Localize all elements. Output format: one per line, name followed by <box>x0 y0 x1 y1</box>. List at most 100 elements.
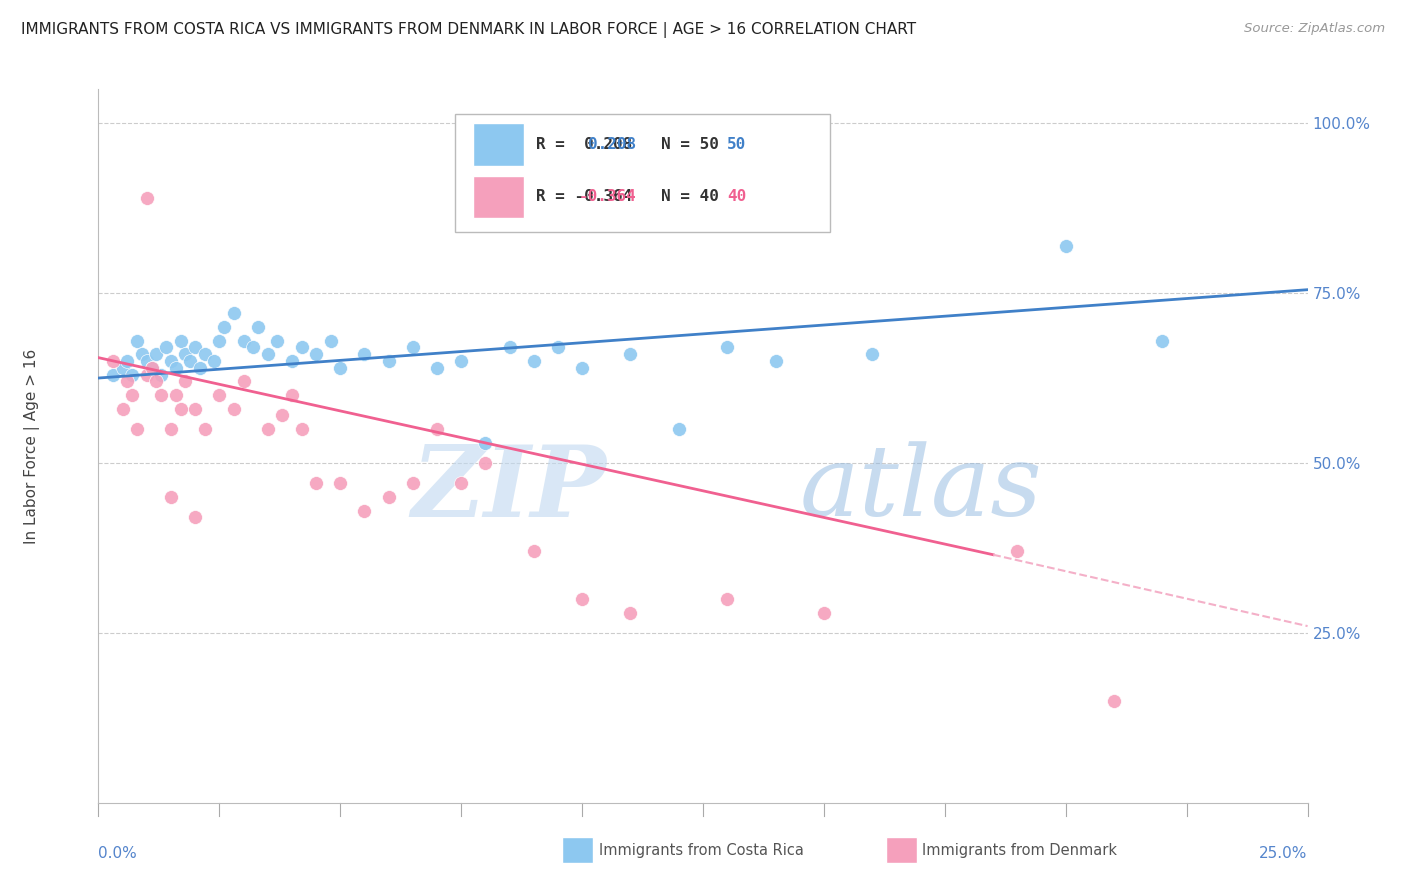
Point <box>145 375 167 389</box>
Text: 40: 40 <box>727 189 747 203</box>
Text: 50: 50 <box>727 137 747 153</box>
Point <box>716 341 738 355</box>
Point <box>222 306 245 320</box>
Text: In Labor Force | Age > 16: In Labor Force | Age > 16 <box>24 349 39 543</box>
Point <box>135 354 157 368</box>
Point <box>765 354 787 368</box>
Point <box>179 354 201 368</box>
Point <box>547 341 569 355</box>
Point <box>860 347 883 361</box>
Point <box>668 422 690 436</box>
Point <box>619 606 641 620</box>
Text: 0.208: 0.208 <box>588 137 637 153</box>
Point <box>188 360 211 375</box>
Text: Immigrants from Denmark: Immigrants from Denmark <box>922 843 1118 857</box>
Point <box>208 334 231 348</box>
Point <box>141 360 163 375</box>
Point <box>377 354 399 368</box>
Point <box>450 354 472 368</box>
Text: atlas: atlas <box>800 442 1042 536</box>
Point <box>117 375 139 389</box>
Point <box>290 422 312 436</box>
Point <box>319 334 342 348</box>
Point <box>165 360 187 375</box>
Point <box>232 334 254 348</box>
Point <box>174 375 197 389</box>
Point <box>169 334 191 348</box>
Point <box>160 354 183 368</box>
Point <box>121 368 143 382</box>
Point <box>498 341 520 355</box>
Point <box>271 409 294 423</box>
Text: -0.364: -0.364 <box>578 189 636 203</box>
Text: R = -0.364   N = 40: R = -0.364 N = 40 <box>536 189 718 203</box>
Point <box>329 476 352 491</box>
Point <box>1054 238 1077 252</box>
Point <box>474 456 496 470</box>
Point <box>194 347 217 361</box>
Point <box>184 510 207 524</box>
Point <box>232 375 254 389</box>
Point <box>101 368 124 382</box>
Point <box>281 388 304 402</box>
Point <box>242 341 264 355</box>
Point <box>402 341 425 355</box>
Text: IMMIGRANTS FROM COSTA RICA VS IMMIGRANTS FROM DENMARK IN LABOR FORCE | AGE > 16 : IMMIGRANTS FROM COSTA RICA VS IMMIGRANTS… <box>21 22 917 38</box>
Point <box>474 435 496 450</box>
Point <box>150 368 173 382</box>
Point <box>426 422 449 436</box>
Point <box>155 341 177 355</box>
Point <box>184 341 207 355</box>
Point <box>1102 694 1125 708</box>
Point <box>127 422 149 436</box>
Point <box>127 334 149 348</box>
Point <box>194 422 217 436</box>
Point <box>117 354 139 368</box>
Point <box>141 360 163 375</box>
Point <box>135 191 157 205</box>
FancyBboxPatch shape <box>456 114 830 232</box>
Point <box>256 422 278 436</box>
FancyBboxPatch shape <box>474 176 524 218</box>
Point <box>145 347 167 361</box>
Text: Immigrants from Costa Rica: Immigrants from Costa Rica <box>599 843 804 857</box>
Point <box>101 354 124 368</box>
Point <box>353 503 375 517</box>
Point <box>121 388 143 402</box>
Point <box>160 422 183 436</box>
Text: Source: ZipAtlas.com: Source: ZipAtlas.com <box>1244 22 1385 36</box>
Point <box>135 368 157 382</box>
Point <box>281 354 304 368</box>
Point <box>1007 544 1029 558</box>
Point <box>377 490 399 504</box>
Point <box>290 341 312 355</box>
Point <box>247 320 270 334</box>
Point <box>305 347 328 361</box>
Point <box>571 591 593 606</box>
Point <box>523 354 546 368</box>
Point <box>174 347 197 361</box>
Text: 25.0%: 25.0% <box>1260 846 1308 861</box>
Point <box>353 347 375 361</box>
Point <box>208 388 231 402</box>
Point <box>426 360 449 375</box>
Point <box>111 360 134 375</box>
Point <box>402 476 425 491</box>
Text: R =  0.208   N = 50: R = 0.208 N = 50 <box>536 137 718 153</box>
Text: ZIP: ZIP <box>412 441 606 537</box>
Point <box>266 334 288 348</box>
Point <box>716 591 738 606</box>
Point <box>523 544 546 558</box>
Point <box>222 401 245 416</box>
Point <box>111 401 134 416</box>
Point <box>165 388 187 402</box>
Text: 0.0%: 0.0% <box>98 846 138 861</box>
Point <box>329 360 352 375</box>
FancyBboxPatch shape <box>474 123 524 166</box>
Point <box>169 401 191 416</box>
Point <box>450 476 472 491</box>
Point <box>150 388 173 402</box>
Point <box>160 490 183 504</box>
Point <box>813 606 835 620</box>
Point <box>212 320 235 334</box>
